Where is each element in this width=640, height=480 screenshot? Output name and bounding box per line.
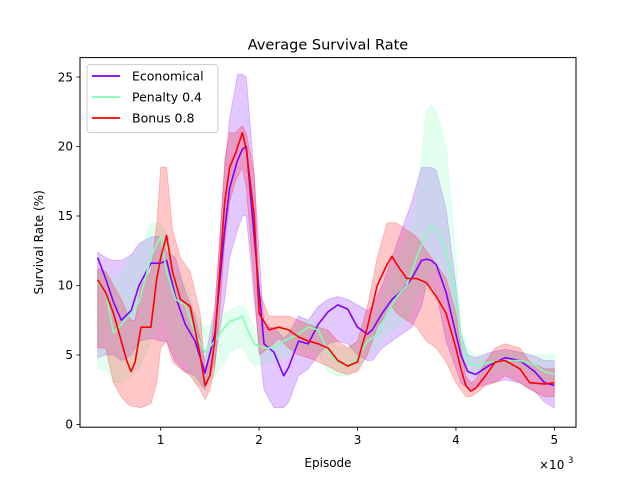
x-tick-label: 4 <box>452 433 460 447</box>
line-bonus-0-8 <box>97 131 555 392</box>
legend-label-bonus-0-8: Bonus 0.8 <box>132 111 194 126</box>
x-axis-ticks: 1 2 3 4 5 <box>157 427 558 447</box>
series-lines <box>96 131 555 392</box>
x-tick-label: 3 <box>354 433 362 447</box>
y-tick-label: 25 <box>58 70 73 84</box>
x-axis-multiplier: ×10 3 <box>539 456 573 472</box>
legend-label-economical: Economical <box>132 69 204 84</box>
y-tick-label: 5 <box>65 348 73 362</box>
legend: Economical Penalty 0.4 Bonus 0.8 <box>86 64 219 134</box>
x-tick-label: 1 <box>157 433 165 447</box>
y-axis-ticks: 0 5 10 15 20 25 <box>58 70 80 432</box>
x-axis-multiplier-base: ×10 <box>539 458 564 472</box>
plot-area-frame <box>79 57 577 428</box>
x-tick-label: 2 <box>255 433 263 447</box>
x-axis-label: Episode <box>304 456 351 470</box>
line-economical <box>96 145 555 387</box>
legend-frame <box>86 64 219 134</box>
y-tick-label: 20 <box>58 140 73 154</box>
x-axis-multiplier-exponent: 3 <box>568 456 573 466</box>
y-tick-label: 15 <box>58 209 73 223</box>
chart-title: Average Survival Rate <box>248 38 409 54</box>
band-bonus-0-8 <box>97 125 555 409</box>
x-tick-label: 5 <box>551 433 559 447</box>
band-economical <box>97 73 555 409</box>
legend-label-penalty-0-4: Penalty 0.4 <box>132 90 202 105</box>
y-tick-label: 10 <box>58 279 73 293</box>
y-axis-label: Survival Rate (%) <box>32 190 46 294</box>
y-tick-label: 0 <box>65 418 73 432</box>
